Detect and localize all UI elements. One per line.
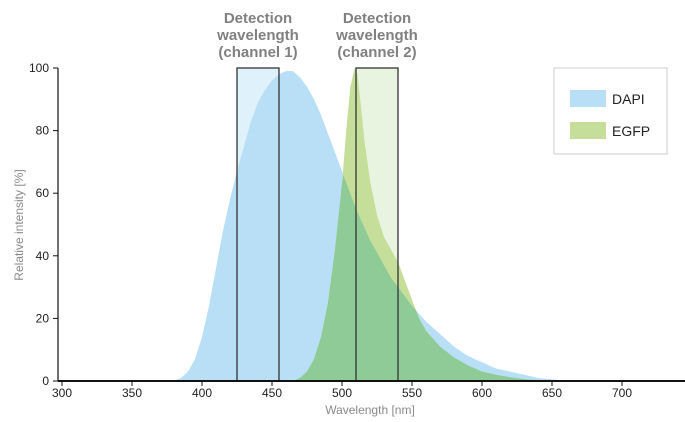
detection-label-2-line-1: Detection: [343, 10, 411, 27]
y-axis-label: Relative intensity [%]: [12, 169, 26, 280]
x-tick-label: 650: [542, 386, 562, 400]
y-tick-label: 20: [36, 311, 50, 325]
x-tick-label: 300: [52, 386, 72, 400]
detection-label-2-line-2: wavelength: [335, 27, 418, 44]
legend-label-dapi: DAPI: [612, 91, 645, 107]
x-tick-label: 500: [332, 386, 352, 400]
detection-label-1-line-1: Detection: [224, 10, 292, 27]
legend-swatch-dapi: [570, 90, 606, 107]
legend: DAPI EGFP: [553, 67, 668, 155]
x-tick-label: 600: [472, 386, 492, 400]
y-tick-label: 60: [36, 186, 50, 200]
x-tick-label: 450: [262, 386, 282, 400]
legend-swatch-egfp: [570, 122, 606, 139]
legend-label-egfp: EGFP: [612, 123, 650, 139]
y-tick-label: 40: [36, 249, 50, 263]
y-tick-label: 0: [42, 374, 49, 388]
spectrum-areas: [174, 68, 566, 381]
detection-label-2-line-3: (channel 2): [337, 44, 416, 61]
x-tick-label: 550: [402, 386, 422, 400]
series-overlap-area: [293, 175, 552, 381]
x-tick-label: 350: [122, 386, 142, 400]
detection-label-1-line-3: (channel 1): [218, 44, 297, 61]
y-tick-label: 80: [36, 124, 50, 138]
y-axis-ticks: 0 20 40 60 80 100: [29, 61, 58, 388]
x-axis-ticks: 300 350 400 450 500 550 600 650 700: [52, 381, 632, 400]
x-axis-label: Wavelength [nm]: [325, 403, 415, 417]
x-tick-label: 400: [192, 386, 212, 400]
detection-label-1-line-2: wavelength: [216, 27, 299, 44]
legend-box: [553, 67, 668, 155]
series-area-dapi: [174, 71, 566, 381]
x-tick-label: 700: [612, 386, 632, 400]
y-tick-label: 100: [29, 61, 49, 75]
legend-items: DAPI EGFP: [570, 90, 650, 139]
